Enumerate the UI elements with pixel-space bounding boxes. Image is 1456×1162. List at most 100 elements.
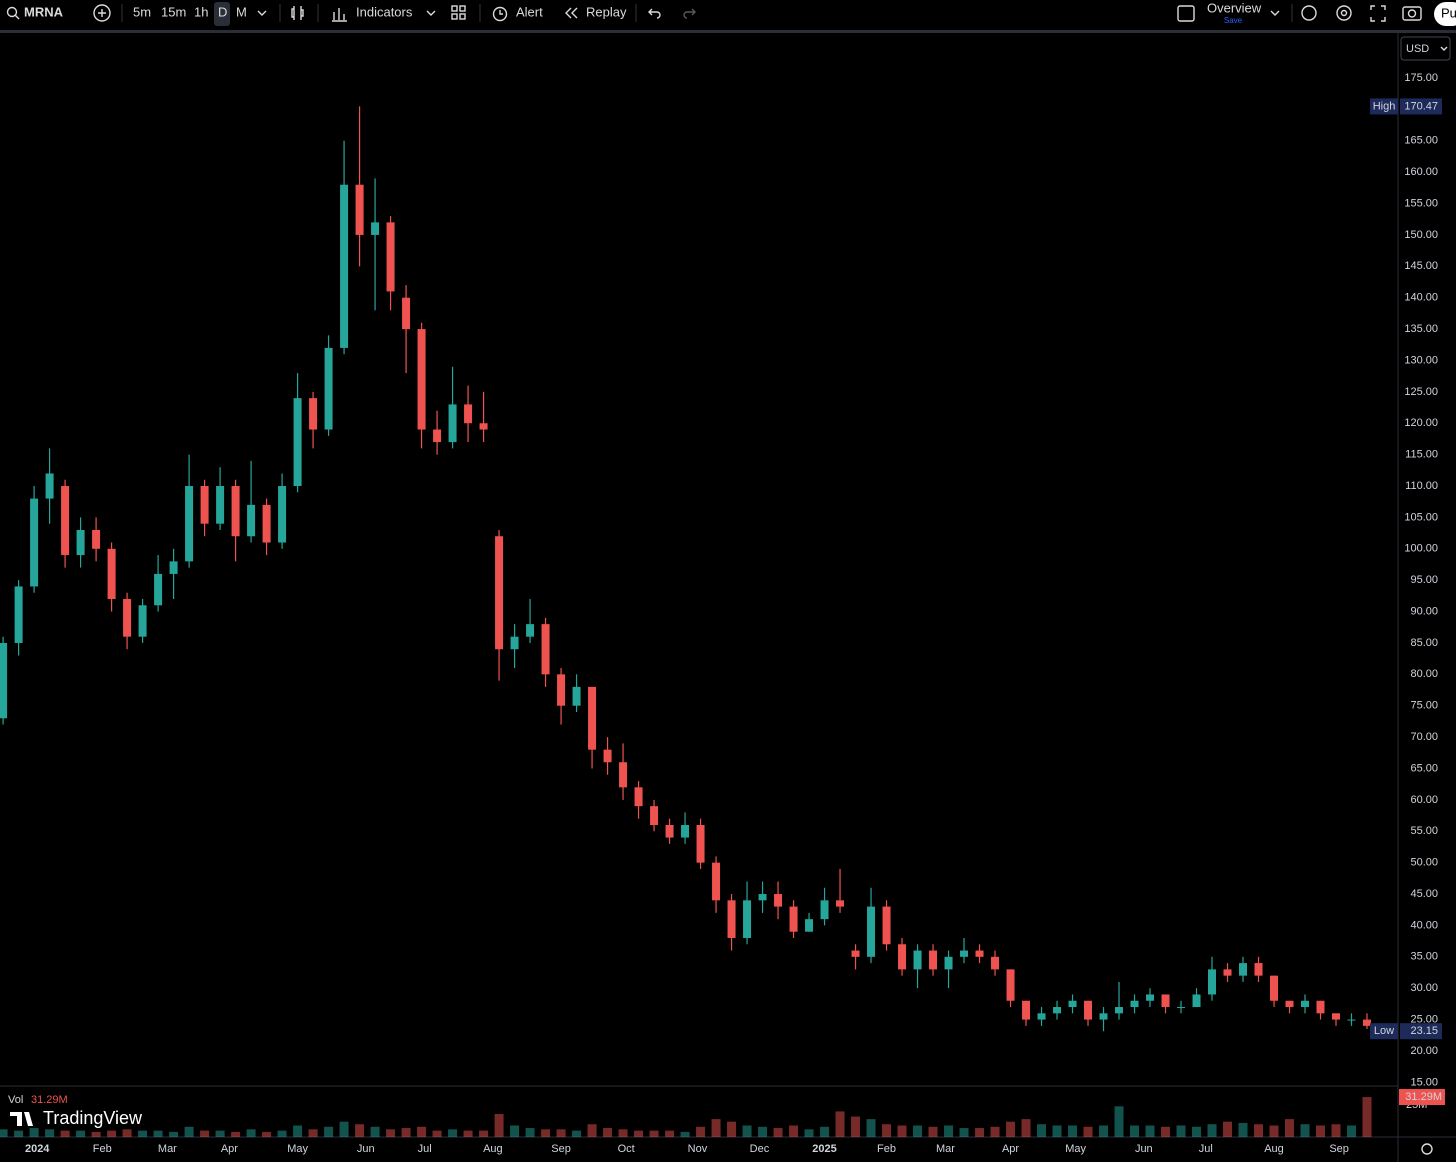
volume-bar bbox=[959, 1128, 969, 1137]
y-tick-label: 150.00 bbox=[1404, 229, 1438, 241]
y-tick-label: 140.00 bbox=[1404, 292, 1438, 304]
candle-body bbox=[1301, 1000, 1310, 1008]
interval-button[interactable]: 1h bbox=[194, 4, 208, 19]
layout-dropdown[interactable] bbox=[1270, 10, 1280, 16]
candle-body bbox=[479, 423, 488, 430]
axis-settings-button[interactable] bbox=[1421, 1143, 1433, 1155]
candle-body bbox=[758, 894, 767, 901]
volume-bar bbox=[1037, 1124, 1047, 1137]
candle-body bbox=[820, 900, 829, 920]
volume-bar bbox=[1254, 1124, 1264, 1137]
y-tick-label: 125.00 bbox=[1404, 386, 1438, 398]
x-tick-label: Jul bbox=[1199, 1143, 1213, 1155]
interval-button[interactable]: D bbox=[218, 4, 227, 19]
candle-body bbox=[588, 686, 597, 750]
redo-button[interactable] bbox=[683, 8, 696, 19]
volume-bar bbox=[1006, 1121, 1016, 1137]
volume-bar bbox=[696, 1126, 706, 1137]
x-tick-label: Apr bbox=[221, 1143, 238, 1155]
candle-body bbox=[76, 529, 85, 556]
low-marker-value-tag bbox=[1400, 1023, 1442, 1040]
candle-body bbox=[1037, 1013, 1046, 1020]
layout-status: Save bbox=[1224, 16, 1243, 25]
x-tick-label: Mar bbox=[158, 1143, 177, 1155]
undo-button[interactable] bbox=[648, 8, 661, 19]
candle-body bbox=[526, 624, 535, 637]
volume-bar bbox=[355, 1124, 365, 1137]
x-tick-label: Aug bbox=[483, 1143, 503, 1155]
volume-bar bbox=[184, 1126, 194, 1137]
layout-name[interactable]: Overview bbox=[1207, 0, 1262, 15]
candle-body bbox=[1208, 969, 1217, 995]
volume-bar bbox=[246, 1129, 256, 1137]
volume-bar bbox=[928, 1126, 938, 1137]
candle-body bbox=[1239, 963, 1248, 976]
y-tick-label: 145.00 bbox=[1404, 260, 1438, 272]
layout-icon[interactable] bbox=[1177, 5, 1195, 22]
volume-bar bbox=[758, 1126, 768, 1137]
x-tick-label: Feb bbox=[877, 1143, 896, 1155]
alert-icon[interactable] bbox=[492, 6, 508, 22]
volume-bar bbox=[1316, 1125, 1326, 1137]
indicators-button[interactable]: Indicators bbox=[356, 4, 413, 19]
quick-search-button[interactable] bbox=[1301, 5, 1317, 21]
volume-bar bbox=[1207, 1124, 1217, 1137]
volume-bar bbox=[308, 1129, 318, 1137]
candle-body bbox=[14, 586, 23, 643]
y-tick-label: 100.00 bbox=[1404, 543, 1438, 555]
interval-button[interactable]: M bbox=[236, 4, 247, 19]
volume-bar bbox=[14, 1130, 24, 1137]
volume-bar bbox=[711, 1119, 721, 1137]
settings-button[interactable] bbox=[1336, 5, 1352, 21]
candle-body bbox=[1022, 1000, 1031, 1020]
candle-body bbox=[789, 906, 798, 932]
y-tick-label: 60.00 bbox=[1410, 794, 1438, 806]
publish-button[interactable] bbox=[1434, 2, 1456, 26]
volume-bar bbox=[448, 1129, 458, 1137]
volume-bar bbox=[1083, 1126, 1093, 1137]
volume-bar bbox=[479, 1130, 489, 1137]
candle-body bbox=[1254, 963, 1263, 976]
snapshot-button[interactable] bbox=[1402, 6, 1422, 21]
indicators-icon[interactable] bbox=[332, 8, 347, 22]
candle-body bbox=[1363, 1019, 1372, 1026]
interval-dropdown[interactable] bbox=[257, 10, 267, 16]
snapshot-lens bbox=[1407, 9, 1417, 18]
volume-bar bbox=[990, 1126, 1000, 1137]
fullscreen-button[interactable] bbox=[1370, 5, 1386, 22]
indicators-dropdown[interactable] bbox=[426, 10, 436, 16]
x-tick-label: May bbox=[1065, 1143, 1086, 1155]
candle-body bbox=[944, 956, 953, 970]
symbol[interactable]: MRNA bbox=[24, 4, 64, 19]
candle-body bbox=[712, 862, 721, 901]
candle-body bbox=[805, 919, 814, 932]
compare-button[interactable] bbox=[93, 4, 111, 22]
interval-button[interactable]: 15m bbox=[161, 4, 186, 19]
y-tick-label: 65.00 bbox=[1410, 762, 1438, 774]
candle-body bbox=[991, 956, 1000, 970]
volume-bar bbox=[789, 1125, 799, 1137]
x-tick-label: Dec bbox=[750, 1143, 770, 1155]
volume-bar bbox=[835, 1111, 845, 1137]
volume-bar bbox=[45, 1129, 55, 1137]
layout-grid[interactable] bbox=[451, 5, 458, 12]
candle-body bbox=[510, 636, 519, 650]
publish-label: Pu bbox=[1441, 5, 1456, 20]
y-tick-label: 110.00 bbox=[1405, 480, 1438, 492]
replay-icon[interactable] bbox=[565, 7, 578, 19]
alert-button[interactable]: Alert bbox=[516, 4, 543, 19]
volume-bar bbox=[1099, 1125, 1109, 1137]
interval-button[interactable]: 5m bbox=[133, 4, 151, 19]
replay-button[interactable]: Replay bbox=[586, 4, 627, 19]
volume-bar bbox=[1114, 1106, 1124, 1137]
volume-bar bbox=[463, 1130, 473, 1137]
candle-body bbox=[1223, 969, 1232, 976]
chart-type-button[interactable] bbox=[291, 6, 304, 20]
search-icon[interactable] bbox=[6, 6, 18, 18]
currency-button[interactable] bbox=[1400, 36, 1451, 61]
volume-bar bbox=[138, 1130, 148, 1137]
x-tick-label: Nov bbox=[688, 1143, 708, 1155]
currency: USD bbox=[1406, 43, 1429, 55]
candle-body bbox=[371, 222, 380, 235]
